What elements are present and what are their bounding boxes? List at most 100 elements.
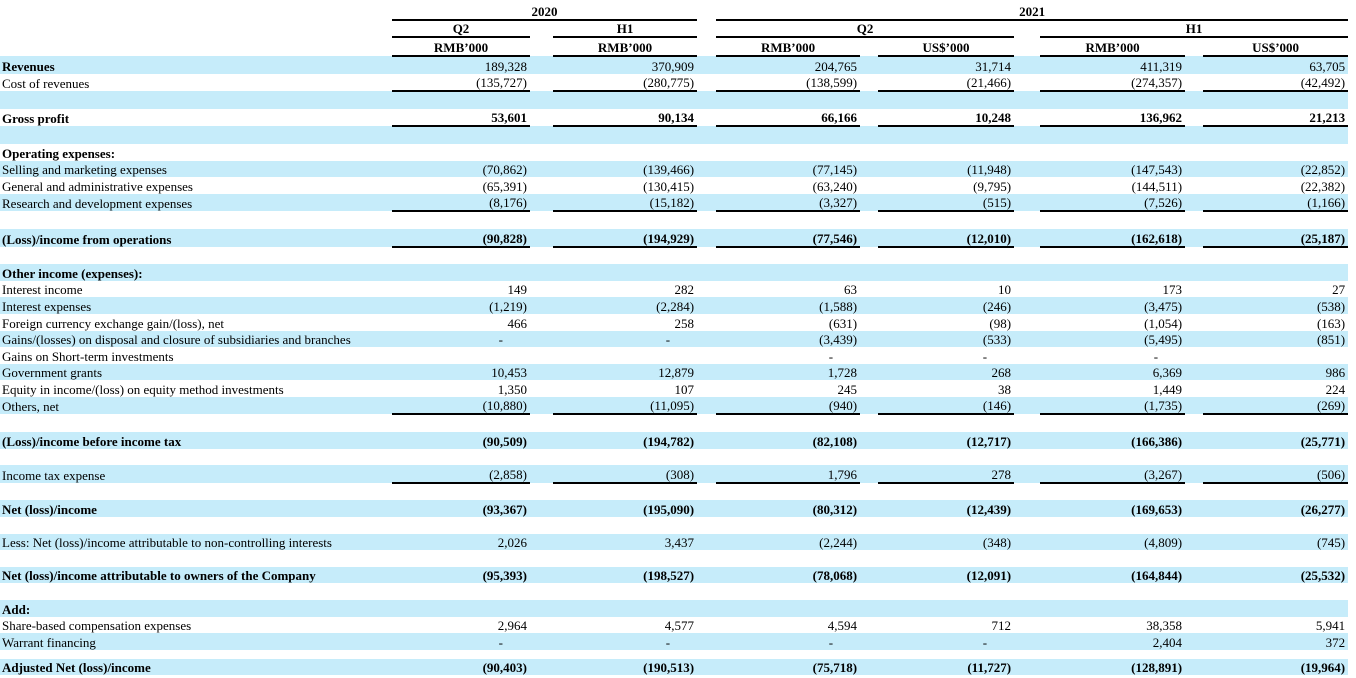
cell-value: (10,880): [392, 396, 530, 416]
column-spacer: [1185, 331, 1203, 348]
cell-value: [392, 264, 530, 281]
column-spacer: [860, 364, 878, 381]
cell-value: -: [982, 348, 988, 364]
column-spacer: [1014, 534, 1040, 551]
cell-value: (3,475): [1144, 298, 1183, 314]
column-spacer: [697, 144, 716, 161]
table-row: Government grants 10,453 12,879 1,728 268 6,3…: [0, 363, 1349, 381]
table-row: Gross profit 53,601 90,134 66,166 10,248 136,…: [0, 108, 1349, 128]
cell-value: [716, 144, 860, 161]
column-spacer: [1185, 109, 1203, 127]
cell-value: [1040, 264, 1185, 281]
table-row: Selling and marketing expenses (70,862) (1…: [0, 160, 1349, 178]
cell-value: (144,511): [1131, 178, 1183, 194]
column-spacer: [697, 500, 716, 517]
cell-value: 712: [991, 618, 1012, 634]
cell-value: 21,213: [1203, 108, 1349, 128]
column-spacer: [1014, 144, 1040, 161]
cell-value: (19,964): [1300, 660, 1346, 676]
column-spacer: [1014, 397, 1040, 415]
row-label: (Loss)/income from operations: [2, 231, 172, 247]
column-spacer: [1014, 380, 1040, 397]
cell-value: 63,705: [1309, 58, 1346, 74]
cell-value: (515): [878, 193, 1015, 213]
column-spacer: [1014, 314, 1040, 331]
cell-value: [392, 144, 530, 161]
cell-value: (2,858): [392, 465, 530, 484]
column-spacer: [1185, 364, 1203, 381]
column-spacer: [530, 56, 553, 74]
cell-value: (2,284): [656, 298, 695, 314]
cell-value: (1,054): [1144, 315, 1183, 331]
table-row: Less: Net (loss)/income attributable to …: [0, 533, 1349, 551]
unit-header: RMB’000: [1040, 37, 1186, 57]
cell-value: (11,095): [553, 396, 698, 416]
column-spacer: [860, 194, 878, 212]
header-spacer: [697, 0, 716, 20]
column-spacer: [860, 600, 878, 617]
column-spacer: [860, 659, 878, 676]
cell-value: (166,386): [1131, 433, 1183, 449]
column-spacer: [1014, 617, 1040, 634]
cell-value: (135,727): [392, 73, 530, 93]
blank-row: [0, 550, 1348, 567]
column-spacer: [530, 432, 553, 449]
table-row: Add:: [0, 600, 1349, 617]
cell-value: (128,891): [1131, 660, 1183, 676]
column-spacer: [697, 161, 716, 178]
table-row: Gains on Short-term investments - - -: [0, 347, 1348, 364]
cell-value: [553, 600, 697, 617]
cell-value: 1,350: [497, 381, 527, 397]
cell-value: 5,941: [1315, 618, 1346, 634]
table-row: Interest income 149 282 63 10 173 27: [0, 281, 1348, 298]
cell-value: (164,844): [1131, 568, 1183, 584]
cell-value: 66,166: [716, 108, 861, 128]
cell-value: [878, 600, 1014, 617]
row-label: Warrant financing: [2, 634, 96, 650]
column-spacer: [697, 432, 716, 449]
unit-header: RMB’000: [553, 37, 698, 57]
column-spacer: [697, 364, 716, 381]
cell-value: (2,244): [819, 535, 858, 551]
cell-value: (4,809): [1144, 535, 1183, 551]
cell-value: -: [1153, 348, 1159, 364]
column-spacer: [1014, 659, 1040, 676]
column-spacer: [1185, 194, 1203, 212]
column-spacer: [1014, 229, 1040, 247]
cell-value: [878, 144, 1014, 161]
column-spacer: [1014, 109, 1040, 127]
cell-value: (75,718): [812, 660, 858, 676]
column-spacer: [860, 281, 878, 298]
cell-value: 224: [1325, 381, 1346, 397]
cell-value: (77,145): [812, 162, 858, 178]
unit-header-row: RMB’000 RMB’000 RMB’000 US$’000 RMB’000 …: [0, 37, 1349, 57]
cell-value: (163): [1316, 315, 1346, 331]
column-spacer: [1185, 500, 1203, 517]
row-label: Revenues: [2, 58, 55, 74]
cell-value: (851): [1316, 332, 1346, 348]
blank-row: [0, 583, 1348, 600]
row-label: Less: Net (loss)/income attributable to …: [2, 535, 332, 551]
table-row: Revenues 189,328 370,909 204,765 31,714 411,3…: [0, 56, 1349, 74]
table-row: Others, net (10,880) (11,095) (940) (146) (1,…: [0, 396, 1349, 416]
header-spacer: [1014, 37, 1040, 56]
column-spacer: [1185, 56, 1203, 74]
column-spacer: [530, 109, 553, 127]
column-spacer: [1014, 194, 1040, 212]
row-label: Others, net: [2, 399, 60, 415]
column-spacer: [530, 380, 553, 397]
column-spacer: [860, 109, 878, 127]
column-spacer: [1185, 347, 1203, 364]
cell-value: 1,449: [1152, 381, 1183, 397]
column-spacer: [697, 397, 716, 415]
column-spacer: [860, 347, 878, 364]
table-row: (Loss)/income from operations (90,828) (19…: [0, 228, 1349, 248]
cell-value: (631): [828, 315, 858, 331]
header-spacer: [697, 20, 716, 37]
cell-value: (940): [716, 396, 861, 416]
cell-value: (280,775): [553, 73, 698, 93]
cell-value: (194,782): [643, 433, 695, 449]
column-spacer: [530, 314, 553, 331]
cell-value: [716, 264, 860, 281]
